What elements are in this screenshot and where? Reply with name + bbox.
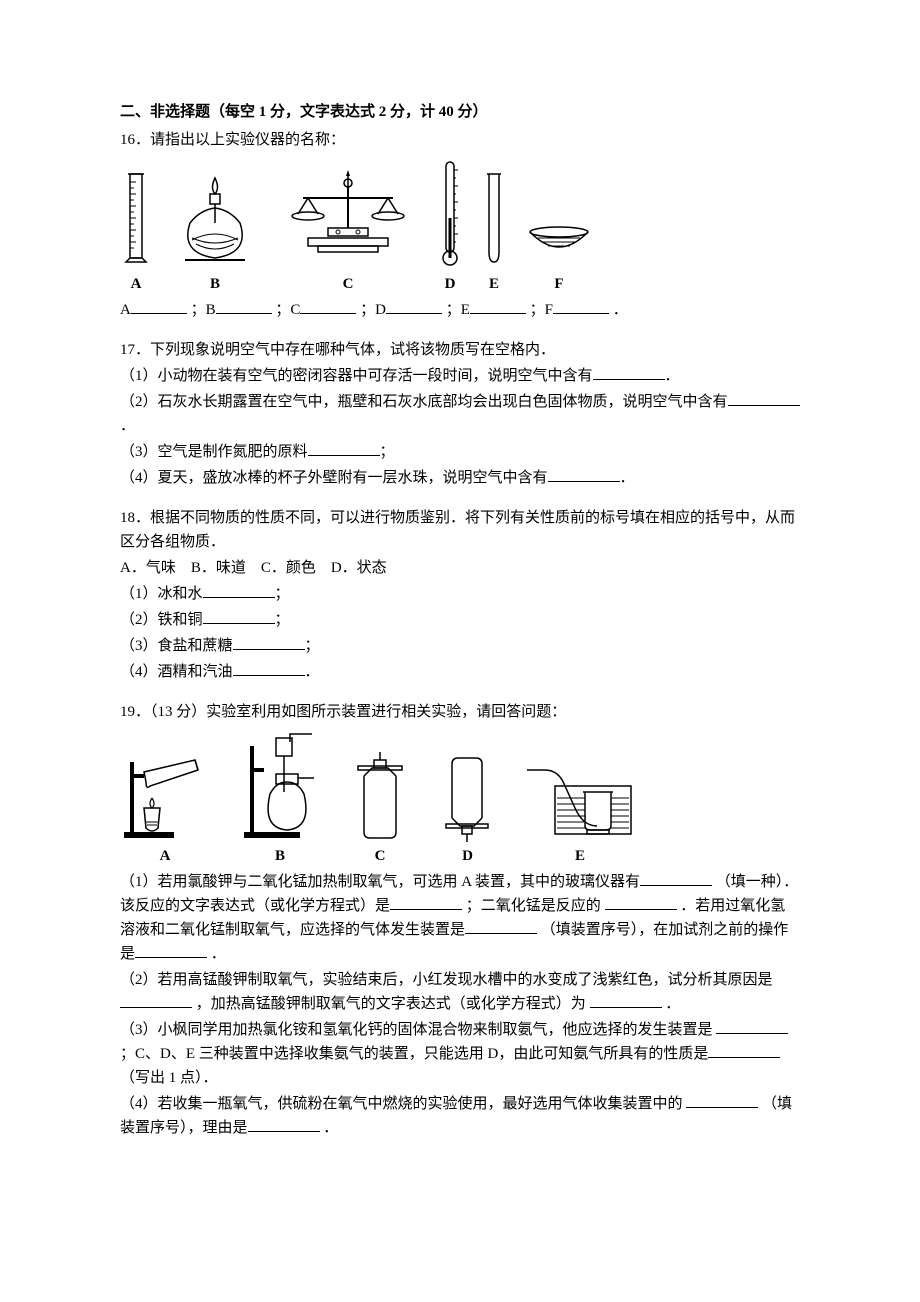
q18-blank-3 [233,634,305,650]
q16-blank-d [386,298,442,314]
q16-label-e: E [489,272,499,296]
q16-label-d: D [445,272,456,296]
q16-item-a: A [120,168,152,296]
q16-label-c: C [343,272,354,296]
q19-label-c: C [375,844,386,868]
q16-label-b: B [210,272,220,296]
q18-item-3: （3）食盐和蔗糖； [120,634,800,658]
q16-image-row: A B [120,158,800,296]
section-title: 二、非选择题（每空 1 分，文字表达式 2 分，计 40 分） [120,100,800,124]
test-tube-icon [482,168,506,268]
q17-item-3: （3）空气是制作氮肥的原料； [120,440,800,464]
q17-blank-1 [593,364,665,380]
q19-p4: （4）若收集一瓶氧气，供硫粉在氧气中燃烧的实验使用，最好选用气体收集装置中的 （… [120,1092,800,1140]
q16-blank-f [553,298,609,314]
q18-item-4: （4）酒精和汽油． [120,660,800,684]
q18-item-1: （1）冰和水； [120,582,800,606]
q19-p2: （2）若用高锰酸钾制取氧气，实验结束后，小红发现水槽中的水变成了浅紫红色，试分析… [120,968,800,1016]
q19-label-a: A [160,844,171,868]
q17-blank-3 [308,440,380,456]
water-trough-collection-icon [525,752,635,842]
q16-blank-a [131,298,187,314]
q19-label-d: D [462,844,473,868]
q19-blank-1c [605,894,677,910]
q18-blank-4 [233,660,305,676]
q19-image-row: A B C [120,732,800,868]
evaporating-dish-icon [524,208,594,268]
q19-blank-1e [135,942,207,958]
q19-blank-3b [708,1042,780,1058]
balance-scale-icon [278,168,418,268]
q19-blank-1b [390,894,462,910]
q17-blank-4 [548,466,620,482]
q16-item-e: E [482,168,506,296]
q18-prompt: 18．根据不同物质的性质不同，可以进行物质鉴别．将下列有关性质前的标号填在相应的… [120,506,800,554]
gas-bottle-down-icon [440,752,495,842]
q17-prompt: 17．下列现象说明空气中存在哪种气体，试将该物质写在空格内． [120,338,800,362]
gas-bottle-up-icon [350,752,410,842]
q19-label-e: E [575,844,585,868]
q19-blank-3a [716,1018,788,1034]
q16-prompt: 16．请指出以上实验仪器的名称： [120,128,800,152]
q18-blank-1 [203,582,275,598]
q19-item-e: E [525,752,635,868]
graduated-cylinder-icon [120,168,152,268]
q19-item-b: B [240,732,320,868]
q19-label-b: B [275,844,285,868]
q19-blank-4a [686,1092,758,1108]
q19-blank-2b [590,992,662,1008]
q19-blank-2a [120,992,192,1008]
q19-p1: （1）若用氯酸钾与二氧化锰加热制取氧气，可选用 A 装置，其中的玻璃仪器有 （填… [120,870,800,966]
q16-item-b: B [170,168,260,296]
q18: 18．根据不同物质的性质不同，可以进行物质鉴别．将下列有关性质前的标号填在相应的… [120,506,800,684]
q19: 19．（13 分）实验室利用如图所示装置进行相关实验，请回答问题： A [120,700,800,1140]
q16-blank-c [300,298,356,314]
q17-item-4: （4）夏天，盛放冰棒的杯子外壁附有一层水珠，说明空气中含有． [120,466,800,490]
q16-item-f: F [524,208,594,296]
heating-stand-tube-icon [120,742,210,842]
q16-item-c: C [278,168,418,296]
q16-item-d: D [436,158,464,296]
q16-answer-line: A ；B ；C ；D ；E ；F ． [120,298,800,322]
q16-blank-e [470,298,526,314]
q19-item-d: D [440,752,495,868]
q17-blank-2 [728,390,800,406]
stand-flask-funnel-icon [240,732,320,842]
q16-label-f: F [554,272,563,296]
q18-item-2: （2）铁和铜； [120,608,800,632]
q16-blank-b [216,298,272,314]
q18-blank-2 [203,608,275,624]
q19-blank-1a [640,870,712,886]
q17-item-1: （1）小动物在装有空气的密闭容器中可存活一段时间，说明空气中含有． [120,364,800,388]
q19-prompt: 19．（13 分）实验室利用如图所示装置进行相关实验，请回答问题： [120,700,800,724]
q19-blank-4b [248,1116,320,1132]
q19-p3: （3）小枫同学用加热氯化铵和氢氧化钙的固体混合物来制取氨气，他应选择的发生装置是… [120,1018,800,1090]
q19-item-c: C [350,752,410,868]
thermometer-icon [436,158,464,268]
q18-options: A．气味 B．味道 C．颜色 D．状态 [120,556,800,580]
q16-label-a: A [131,272,142,296]
alcohol-lamp-icon [170,168,260,268]
q17: 17．下列现象说明空气中存在哪种气体，试将该物质写在空格内． （1）小动物在装有… [120,338,800,490]
q19-blank-1d [465,918,537,934]
q19-item-a: A [120,742,210,868]
q17-item-2: （2）石灰水长期露置在空气中，瓶壁和石灰水底部均会出现白色固体物质，说明空气中含… [120,390,800,438]
